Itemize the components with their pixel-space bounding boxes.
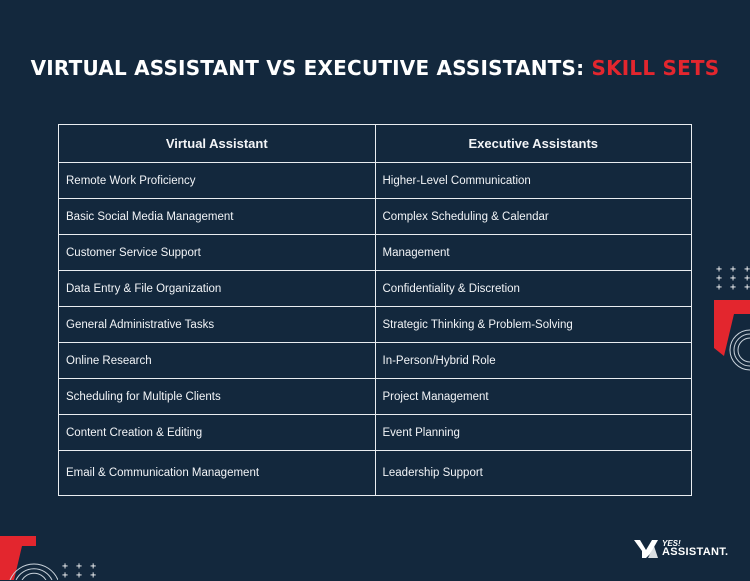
red-chevron-bottom-icon bbox=[0, 536, 58, 580]
table-row: Content Creation & Editing Event Plannin… bbox=[58, 414, 692, 451]
logo-yes-text: YES! bbox=[662, 539, 681, 548]
cell-virtual: Remote Work Proficiency bbox=[58, 162, 376, 199]
table-row: Remote Work Proficiency Higher-Level Com… bbox=[58, 162, 692, 199]
title-main: VIRTUAL ASSISTANT VS EXECUTIVE ASSISTANT… bbox=[30, 56, 592, 80]
cell-executive: Confidentiality & Discretion bbox=[374, 270, 692, 307]
ya-monogram-icon bbox=[634, 540, 658, 558]
cell-virtual: Customer Service Support bbox=[58, 234, 376, 271]
cell-executive: In-Person/Hybrid Role bbox=[374, 342, 692, 379]
cell-executive: Higher-Level Communication bbox=[374, 162, 692, 199]
table-header-row: Virtual Assistant Executive Assistants bbox=[58, 124, 692, 163]
logo-name-text: ASSISTANT. bbox=[662, 546, 729, 558]
page-title: VIRTUAL ASSISTANT VS EXECUTIVE ASSISTANT… bbox=[0, 56, 750, 80]
cell-virtual: Content Creation & Editing bbox=[58, 414, 376, 451]
cell-executive: Event Planning bbox=[374, 414, 692, 451]
cell-virtual: Email & Communication Management bbox=[58, 450, 376, 496]
cell-executive: Project Management bbox=[374, 378, 692, 415]
table-row: General Administrative Tasks Strategic T… bbox=[58, 306, 692, 343]
plus-grid-icon: + + + + + + + + + bbox=[716, 264, 750, 293]
comparison-table: Virtual Assistant Executive Assistants R… bbox=[58, 124, 692, 496]
table-row: Basic Social Media Management Complex Sc… bbox=[58, 198, 692, 235]
cell-executive: Management bbox=[374, 234, 692, 271]
header-executive-assistants: Executive Assistants bbox=[374, 124, 692, 163]
header-virtual-assistant: Virtual Assistant bbox=[58, 124, 376, 163]
cell-virtual: Data Entry & File Organization bbox=[58, 270, 376, 307]
cell-executive: Leadership Support bbox=[374, 450, 692, 496]
cell-virtual: General Administrative Tasks bbox=[58, 306, 376, 343]
table-row: Online Research In-Person/Hybrid Role bbox=[58, 342, 692, 379]
title-accent: SKILL SETS bbox=[591, 56, 720, 80]
cell-executive: Strategic Thinking & Problem-Solving bbox=[374, 306, 692, 343]
plus-grid-bottom-icon: + + + + + + bbox=[62, 561, 98, 581]
table-row: Scheduling for Multiple Clients Project … bbox=[58, 378, 692, 415]
red-chevron-icon bbox=[714, 300, 750, 371]
cell-virtual: Online Research bbox=[58, 342, 376, 379]
table-row: Email & Communication Management Leaders… bbox=[58, 450, 692, 496]
table-row: Data Entry & File Organization Confident… bbox=[58, 270, 692, 307]
cell-virtual: Basic Social Media Management bbox=[58, 198, 376, 235]
brand-logo: YES! ASSISTANT. bbox=[634, 538, 728, 558]
cell-virtual: Scheduling for Multiple Clients bbox=[58, 378, 376, 415]
cell-executive: Complex Scheduling & Calendar bbox=[374, 198, 692, 235]
table-row: Customer Service Support Management bbox=[58, 234, 692, 271]
